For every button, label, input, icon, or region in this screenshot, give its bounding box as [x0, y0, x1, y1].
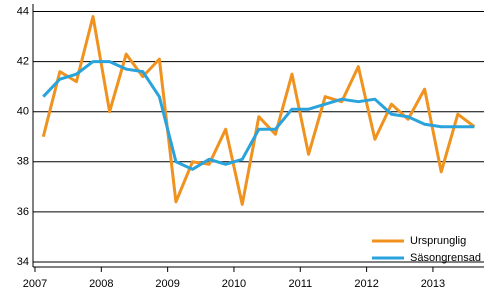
- legend-label: Säsongrensad: [410, 252, 481, 264]
- x-tick-label: 2010: [222, 278, 246, 290]
- x-tick-label: 2008: [89, 278, 113, 290]
- x-tick-label: 2013: [421, 278, 445, 290]
- y-tick-label: 40: [17, 106, 29, 118]
- y-tick-label: 34: [17, 256, 29, 268]
- x-tick-label: 2007: [23, 278, 47, 290]
- legend-label: Ursprunglig: [410, 235, 466, 247]
- x-tick-label: 2009: [155, 278, 179, 290]
- y-tick-label: 42: [17, 56, 29, 68]
- y-tick-label: 44: [17, 5, 29, 17]
- x-tick-label: 2011: [288, 278, 312, 290]
- y-tick-label: 36: [17, 206, 29, 218]
- series-line: [42, 60, 475, 171]
- x-tick-label: 2012: [354, 278, 378, 290]
- y-tick-label: 38: [17, 156, 29, 168]
- series-line: [41, 15, 476, 206]
